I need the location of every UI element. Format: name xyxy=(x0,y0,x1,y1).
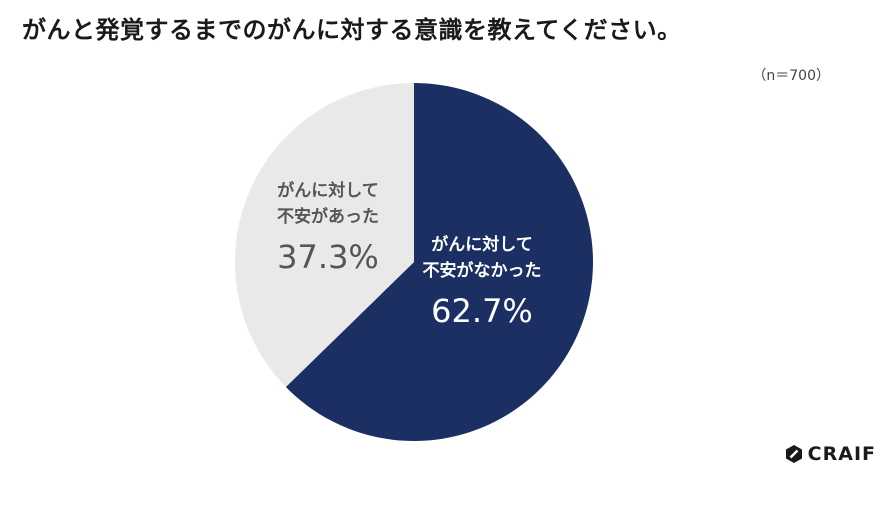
chart-title: がんと発覚するまでのがんに対する意識を教えてください。 xyxy=(22,16,682,44)
craif-logo: CRAIF xyxy=(784,443,876,465)
craif-logo-text: CRAIF xyxy=(807,443,876,465)
slice-value-label-2: 37.3% xyxy=(277,238,379,276)
pie-slice-1 xyxy=(285,83,594,441)
slice-label-line2-2: 不安があった xyxy=(277,206,379,227)
slice-label-line1-2: がんに対して xyxy=(277,180,379,201)
pie-slice-2 xyxy=(235,83,414,387)
slice-label-line2-1: 不安がなかった xyxy=(423,260,542,281)
slice-label-line1-1: がんに対して xyxy=(431,234,533,255)
slice-value-label-1: 62.7% xyxy=(431,292,533,330)
craif-logo-icon xyxy=(785,445,802,463)
sample-size: （n＝700） xyxy=(752,68,830,84)
